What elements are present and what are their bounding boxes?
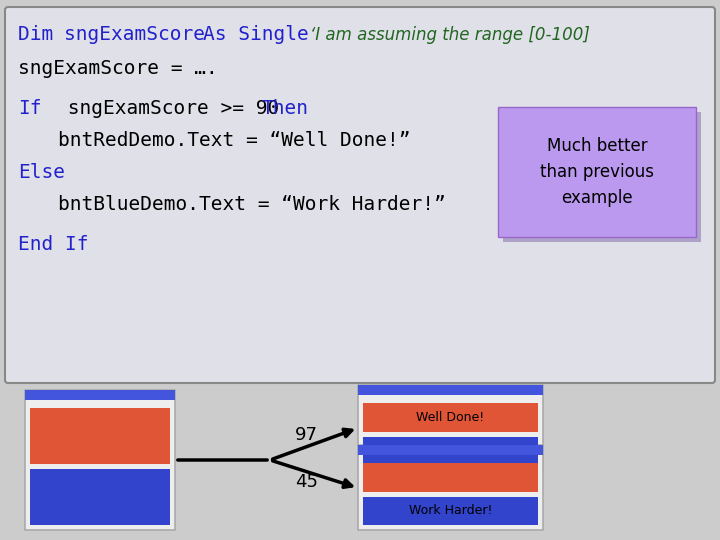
- Text: Else: Else: [18, 163, 65, 181]
- Text: End If: End If: [18, 235, 89, 254]
- FancyBboxPatch shape: [498, 107, 696, 237]
- Text: 97: 97: [295, 426, 318, 444]
- Text: sngExamScore: sngExamScore: [64, 25, 217, 44]
- Text: 45: 45: [295, 473, 318, 491]
- Text: If: If: [18, 98, 42, 118]
- FancyBboxPatch shape: [358, 445, 543, 530]
- FancyBboxPatch shape: [363, 436, 538, 465]
- Text: bntBlueDemo.Text = “Work Harder!”: bntBlueDemo.Text = “Work Harder!”: [58, 195, 446, 214]
- Text: sngExamScore >= 90: sngExamScore >= 90: [56, 98, 291, 118]
- FancyBboxPatch shape: [363, 403, 538, 431]
- FancyBboxPatch shape: [363, 463, 538, 491]
- Text: ‘I am assuming the range [0-100]: ‘I am assuming the range [0-100]: [310, 26, 590, 44]
- FancyBboxPatch shape: [503, 112, 701, 242]
- FancyBboxPatch shape: [358, 445, 543, 455]
- FancyBboxPatch shape: [363, 496, 538, 525]
- Text: Well Done!: Well Done!: [416, 411, 485, 424]
- Text: Work Harder!: Work Harder!: [409, 504, 492, 517]
- FancyBboxPatch shape: [30, 408, 170, 464]
- Text: Much better
than previous
example: Much better than previous example: [540, 137, 654, 207]
- FancyBboxPatch shape: [5, 7, 715, 383]
- FancyBboxPatch shape: [30, 469, 170, 525]
- Text: Then: Then: [262, 98, 309, 118]
- FancyBboxPatch shape: [25, 390, 175, 530]
- Text: Dim: Dim: [18, 25, 65, 44]
- Text: sngExamScore = ….: sngExamScore = ….: [18, 58, 217, 78]
- Text: bntRedDemo.Text = “Well Done!”: bntRedDemo.Text = “Well Done!”: [58, 131, 410, 150]
- Text: As Single: As Single: [203, 25, 320, 44]
- FancyBboxPatch shape: [358, 385, 543, 470]
- FancyBboxPatch shape: [25, 390, 175, 400]
- FancyBboxPatch shape: [358, 385, 543, 395]
